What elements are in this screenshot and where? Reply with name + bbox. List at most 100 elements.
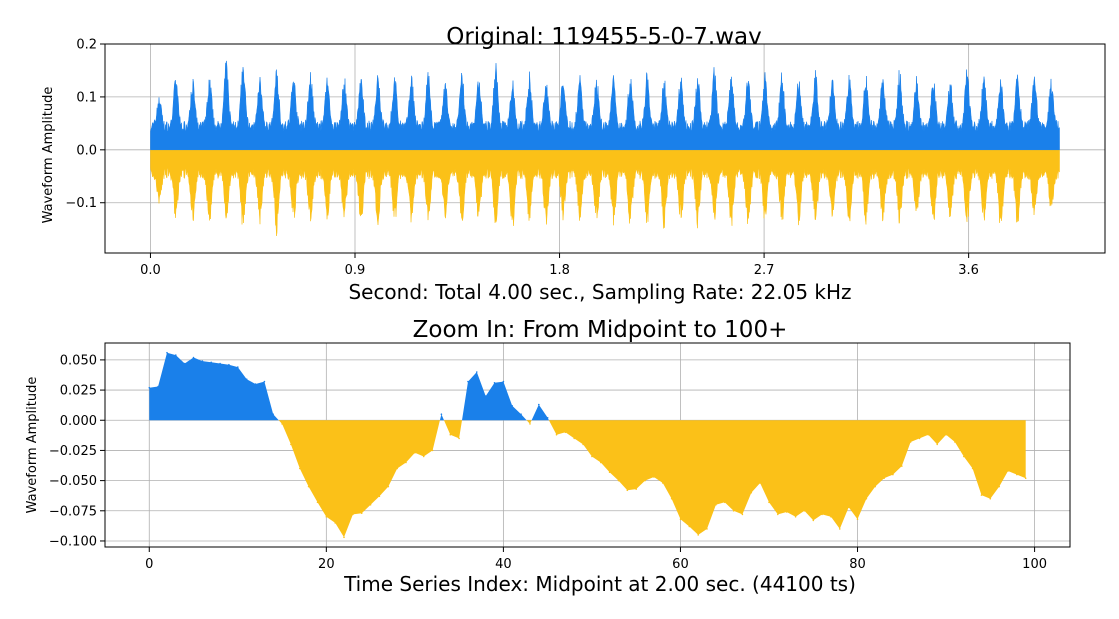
bottom-chart-sample-point: [874, 485, 876, 488]
bottom-chart-sample-point: [343, 536, 345, 539]
bottom-chart-title: Zoom In: From Midpoint to 100+: [413, 317, 788, 343]
bottom-chart-sample-point: [175, 354, 177, 356]
bottom-chart-sample-point: [546, 417, 549, 419]
bottom-chart-sample-point: [883, 477, 885, 480]
bottom-chart-sample-point: [706, 528, 708, 530]
bottom-chart-sample-point: [998, 485, 1000, 488]
bottom-chart-sample-point: [254, 383, 257, 385]
bottom-chart-sample-point: [697, 534, 699, 536]
bottom-chart-y-label: Waveform Amplitude: [25, 377, 40, 514]
bottom-chart-sample-point: [157, 385, 159, 388]
top-chart-positive-fill: [150, 60, 1060, 151]
bottom-chart-sample-point: [316, 501, 319, 504]
bottom-chart-sample-point: [971, 467, 974, 470]
bottom-chart-sample-point: [369, 504, 372, 506]
bottom-chart-sample-point: [945, 433, 947, 436]
bottom-chart-sample-point: [237, 366, 239, 368]
top-chart-title: Original: 119455-5-0-7.wav: [446, 24, 762, 50]
bottom-chart-sample-point: [502, 380, 505, 383]
bottom-chart-sample-point: [449, 433, 452, 436]
bottom-chart-sample-point: [954, 441, 956, 443]
bottom-chart-sample-point: [529, 423, 531, 425]
bottom-chart-sample-point: [723, 501, 726, 504]
bottom-chart-y-tick-label: 0.025: [60, 384, 97, 399]
bottom-chart-sample-point: [511, 405, 513, 407]
bottom-chart-sample-point: [653, 476, 655, 478]
bottom-chart-sample-point: [759, 482, 761, 484]
bottom-chart-sample-point: [865, 497, 868, 500]
top-chart-frame: [104, 43, 1106, 254]
bottom-chart-sample-point: [892, 473, 894, 476]
bottom-chart-x-tick-label: 0: [145, 557, 153, 572]
bottom-chart-sample-point: [901, 465, 903, 467]
bottom-chart-sample-point: [768, 501, 770, 504]
top-chart-y-tick-label: 0.1: [76, 90, 97, 105]
bottom-chart-sample-point: [476, 371, 478, 373]
bottom-chart-sample-point: [670, 497, 673, 500]
bottom-chart-x-label: Time Series Index: Midpoint at 2.00 sec.…: [343, 572, 856, 596]
bottom-chart-sample-point: [662, 482, 664, 484]
bottom-chart-y-ticks: 0.050 0.025 0.000 −0.025 −0.050 −0.075 −0.100: [49, 353, 105, 549]
bottom-chart-sample-point: [192, 356, 195, 359]
bottom-chart-sample-point: [839, 528, 841, 530]
bottom-chart-sample-point: [847, 506, 850, 509]
bottom-chart-sample-point: [299, 467, 301, 470]
bottom-chart-sample-point: [1016, 473, 1018, 476]
bottom-chart-sample-point: [936, 443, 938, 446]
top-chart-x-tick-label: 0.9: [345, 263, 366, 278]
bottom-chart-sample-point: [228, 363, 230, 366]
bottom-chart-x-ticks: 0 20 40 60 80 100: [145, 547, 1047, 572]
top-chart-x-tick-label: 0.0: [140, 263, 161, 278]
bottom-chart-sample-point: [493, 382, 496, 384]
bottom-chart-sample-point: [732, 510, 735, 512]
bottom-chart-x-tick-label: 80: [849, 557, 866, 572]
bottom-chart-sample-point: [520, 413, 522, 416]
top-chart-waveform: [150, 60, 1060, 237]
bottom-chart-waveform: [148, 351, 1027, 539]
bottom-chart-sample-point: [405, 461, 407, 464]
bottom-chart-sample-point: [201, 360, 204, 362]
bottom-chart-sample-point: [148, 386, 151, 389]
bottom-chart-sample-point: [626, 489, 629, 492]
bottom-chart-sample-point: [715, 504, 717, 506]
bottom-chart-positive-fill: [149, 352, 1026, 421]
bottom-chart-sample-point: [555, 433, 558, 436]
top-chart-x-label: Second: Total 4.00 sec., Sampling Rate: …: [348, 280, 851, 304]
bottom-chart-x-tick-label: 100: [1022, 557, 1047, 572]
top-chart-x-ticks: 0.0 0.9 1.8 2.7 3.6: [140, 253, 979, 278]
bottom-chart-negative-fill: [149, 420, 1026, 538]
bottom-chart-sample-point: [608, 471, 611, 474]
bottom-chart-sample-point: [352, 513, 354, 516]
bottom-chart-sample-point: [794, 516, 797, 518]
bottom-chart-sample-point: [918, 437, 921, 440]
bottom-chart-sample-point: [290, 443, 292, 446]
top-chart-y-ticks: 0.2 0.1 0.0 −0.1: [65, 38, 105, 211]
top-chart-x-tick-label: 2.7: [754, 263, 775, 278]
original-waveform-chart: Original: 119455-5-0-7.wav 0.0 0.9 1.8 2.7 3…: [41, 24, 1106, 304]
bottom-chart-sample-point: [458, 437, 460, 440]
bottom-chart-sample-point: [980, 494, 983, 496]
top-chart-x-tick-label: 3.6: [958, 263, 979, 278]
bottom-chart-x-tick-label: 40: [495, 557, 512, 572]
bottom-chart-sample-point: [750, 491, 753, 494]
bottom-chart-sample-point: [396, 467, 399, 470]
bottom-chart-x-tick-label: 60: [672, 557, 689, 572]
top-chart-negative-fill: [150, 149, 1060, 237]
bottom-chart-sample-point: [414, 452, 416, 454]
bottom-chart-sample-point: [785, 511, 788, 513]
top-chart-y-tick-label: −0.1: [65, 196, 97, 211]
bottom-chart-sample-point: [688, 525, 691, 528]
bottom-chart-sample-point: [1024, 477, 1027, 480]
bottom-chart-sample-point: [538, 403, 540, 406]
bottom-chart-sample-point: [467, 380, 469, 383]
bottom-chart-x-tick-label: 20: [318, 557, 335, 572]
bottom-chart-sample-point: [422, 455, 425, 458]
bottom-chart-sample-point: [360, 512, 363, 514]
bottom-chart-sample-point: [183, 362, 186, 365]
bottom-chart-sample-point: [679, 518, 682, 520]
bottom-chart-sample-point: [245, 378, 248, 381]
bottom-chart-sample-point: [635, 488, 637, 490]
bottom-chart-sample-point: [617, 479, 620, 482]
bottom-chart-sample-point: [821, 513, 823, 516]
